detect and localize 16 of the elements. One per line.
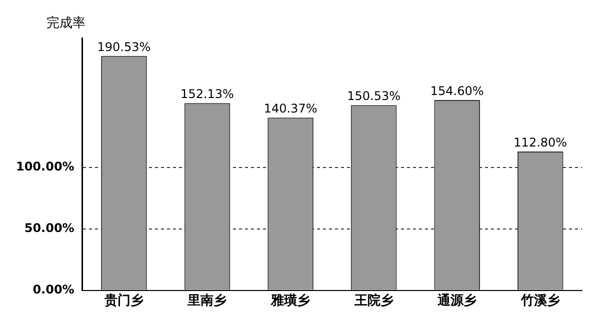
data-label: 190.53% <box>97 40 151 54</box>
x-tick-label: 里南乡 <box>186 292 227 309</box>
data-label: 154.60% <box>430 84 484 98</box>
x-tick-label: 竹溪乡 <box>520 292 560 309</box>
y-tick-label: 0.00% <box>32 282 74 297</box>
data-label: 150.53% <box>347 89 400 104</box>
data-label: 152.13% <box>180 87 234 102</box>
data-label: 112.80% <box>514 136 568 150</box>
x-tick-label: 贵门乡 <box>103 292 144 309</box>
x-tick-label: 王院乡 <box>353 292 394 309</box>
y-axis-title: 完成率 <box>46 14 86 31</box>
data-label: 140.37% <box>264 102 318 116</box>
y-tick-label: 100.00% <box>16 159 74 174</box>
x-tick-label: 通源乡 <box>436 292 477 309</box>
y-tick-label: 50.00% <box>24 220 74 235</box>
x-tick-label: 雅璜乡 <box>270 292 310 309</box>
